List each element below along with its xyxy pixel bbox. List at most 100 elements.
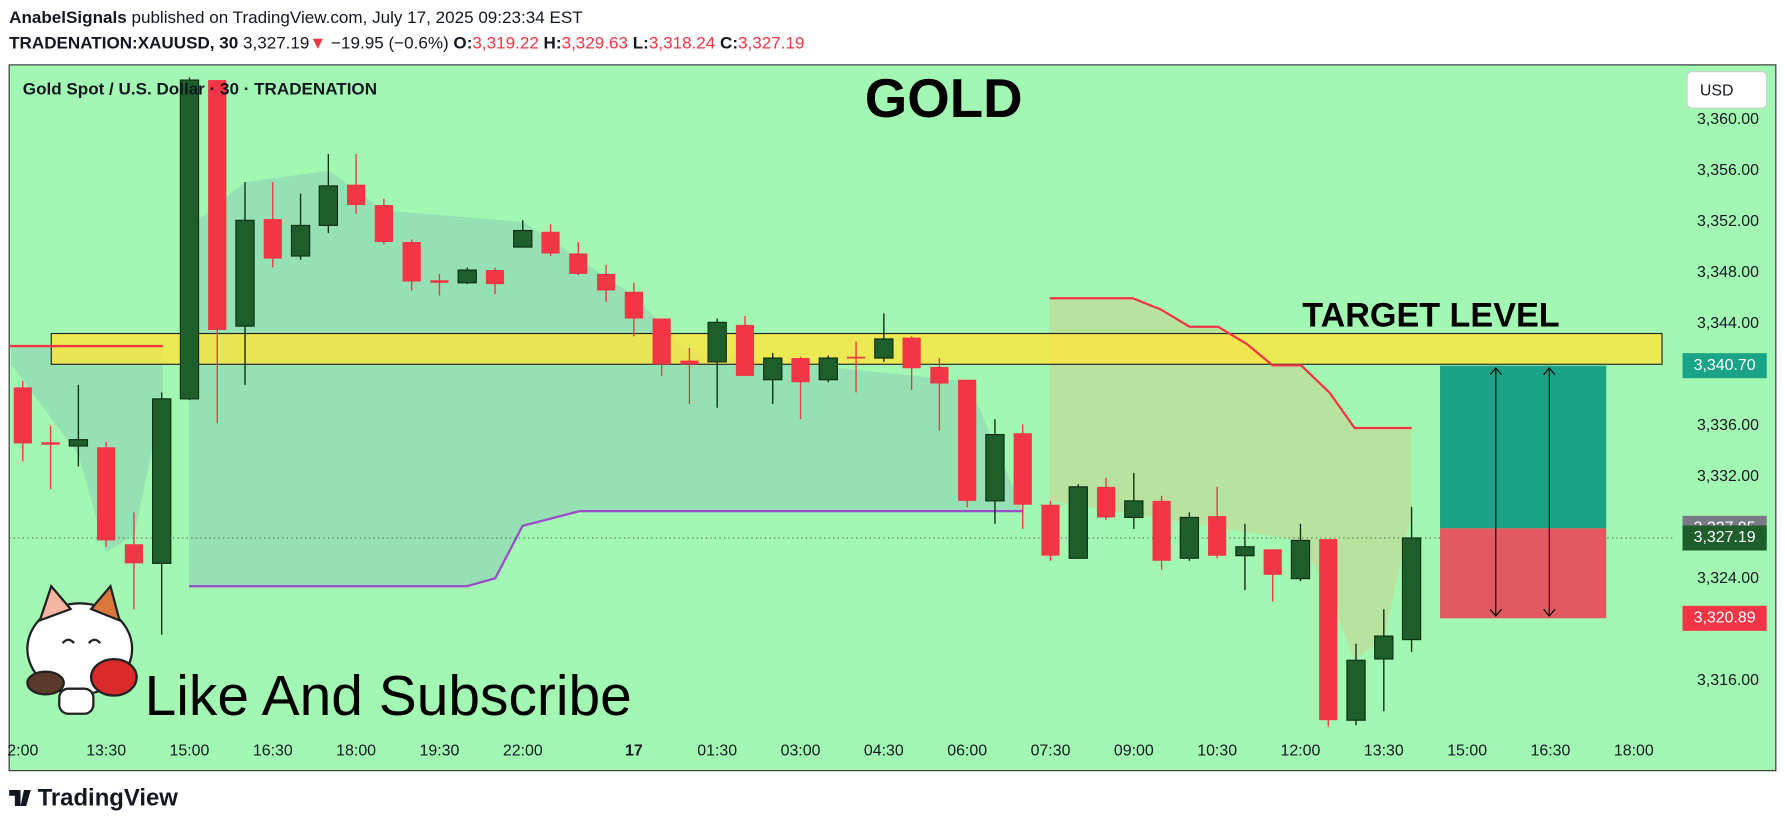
- header-line-1: AnabelSignals published on TradingView.c…: [9, 8, 583, 27]
- candle-body: [347, 184, 366, 206]
- candle-body: [1263, 549, 1282, 575]
- price-label: 3,327.19: [1694, 529, 1756, 546]
- candle-body: [569, 253, 588, 274]
- y-tick-label: 3,336.00: [1697, 417, 1759, 434]
- candle-body: [374, 205, 393, 243]
- candle-body: [541, 231, 560, 254]
- ohlc-value: 3,327.19: [738, 33, 804, 52]
- x-tick-label: 16:30: [1531, 743, 1571, 760]
- candle-body: [707, 321, 727, 363]
- change: −19.95 (−0.6%): [331, 33, 449, 52]
- candle-body: [930, 366, 949, 384]
- position-target: [1440, 365, 1607, 529]
- candle-body: [485, 270, 505, 285]
- x-tick-label: 2:00: [7, 743, 38, 760]
- ohlc-value: 3,318.24: [649, 33, 715, 52]
- candle-body: [1152, 500, 1171, 561]
- candle-body: [263, 219, 282, 259]
- candle-body: [513, 229, 533, 248]
- x-tick-label: 06:00: [947, 743, 987, 760]
- candle-body: [1124, 500, 1144, 519]
- ohlc-value: 3,319.22: [472, 33, 538, 52]
- candle-body: [97, 447, 116, 541]
- chart-title: GOLD: [865, 68, 1023, 129]
- price: 3,327.19: [243, 33, 309, 52]
- x-tick-label: 07:30: [1031, 743, 1071, 760]
- y-tick-label: 3,360.00: [1697, 111, 1759, 128]
- x-tick-label: 03:00: [781, 743, 821, 760]
- candle-body: [1235, 546, 1255, 557]
- candle-body: [290, 224, 311, 257]
- candle-body: [1068, 486, 1088, 559]
- x-tick-label: 04:30: [864, 743, 904, 760]
- shade: [189, 170, 1024, 587]
- candle-body: [13, 387, 32, 444]
- overlay-text: Like And Subscribe: [145, 664, 632, 728]
- ohlc-key: L:: [633, 33, 649, 52]
- candle-body: [152, 398, 172, 564]
- currency-button[interactable]: [1686, 71, 1768, 109]
- x-tick-label: 15:00: [170, 743, 210, 760]
- candle-body: [235, 219, 255, 327]
- candle-body: [124, 544, 144, 564]
- candle-body: [1208, 516, 1227, 556]
- price-label: 3,340.70: [1694, 357, 1756, 374]
- symbol: TRADENATION:XAUUSD, 30: [9, 33, 238, 52]
- candle-body: [596, 273, 616, 291]
- candle-body: [652, 318, 671, 365]
- y-tick-label: 3,316.00: [1697, 672, 1759, 689]
- header-line-2: TRADENATION:XAUUSD, 30 3,327.19▼ −19.95 …: [9, 33, 804, 52]
- candle-body: [1041, 504, 1060, 556]
- x-tick-label: 12:00: [1281, 743, 1321, 760]
- candle-body: [402, 242, 421, 282]
- candle-body: [1179, 516, 1200, 559]
- candle-body: [624, 291, 643, 319]
- candle-body: [41, 442, 60, 445]
- y-tick-label: 3,356.00: [1697, 162, 1759, 179]
- candle-body: [457, 269, 477, 284]
- x-tick-label: 22:00: [503, 743, 543, 760]
- candle-body: [1401, 537, 1422, 641]
- indicator-line: [1049, 297, 1412, 430]
- x-tick-label: 18:00: [1614, 743, 1654, 760]
- candle-body: [985, 433, 1005, 502]
- candle-body: [818, 357, 838, 381]
- candle-body: [791, 358, 810, 383]
- y-tick-label: 3,352.00: [1697, 213, 1759, 230]
- ohlc-key: C:: [720, 33, 738, 52]
- ohlc-value: 3,329.63: [562, 33, 628, 52]
- x-tick-label: 09:00: [1114, 743, 1154, 760]
- candle-body: [680, 360, 699, 365]
- y-tick-label: 3,344.00: [1697, 315, 1759, 332]
- candle-body: [430, 280, 449, 283]
- author: AnabelSignals: [9, 8, 127, 27]
- y-tick-label: 3,348.00: [1697, 264, 1759, 281]
- y-tick-label: 3,324.00: [1697, 570, 1759, 587]
- candle-body: [846, 356, 866, 359]
- shade: [11, 347, 163, 553]
- chart-legend: Gold Spot / U.S. Dollar · 30 · TRADENATI…: [23, 79, 377, 98]
- candle-body: [1013, 433, 1032, 505]
- candle-body: [1319, 539, 1338, 721]
- candle-body: [735, 324, 755, 376]
- x-tick-label: 16:30: [253, 743, 293, 760]
- arrow-head: [1489, 367, 1502, 617]
- candle-body: [1096, 486, 1116, 518]
- x-tick-label: 19:30: [420, 743, 460, 760]
- plot: [9, 77, 1674, 727]
- arrow-head: [1543, 367, 1556, 617]
- ohlc-key: H:: [544, 33, 562, 52]
- change-arrow: ▼: [309, 33, 326, 52]
- price-label-box: [1682, 605, 1767, 631]
- x-tick-label: 01:30: [697, 743, 737, 760]
- candle-body: [1346, 659, 1366, 721]
- x-tick-label: 15:00: [1447, 743, 1487, 760]
- x-tick-label: 10:30: [1197, 743, 1237, 760]
- x-tick-label: 13:30: [86, 743, 126, 760]
- currency[interactable]: USD: [1700, 82, 1734, 99]
- x-tick-label: 13:30: [1364, 743, 1404, 760]
- candle-body: [874, 338, 894, 359]
- indicator-line: [189, 509, 1024, 588]
- mascot: [26, 583, 138, 715]
